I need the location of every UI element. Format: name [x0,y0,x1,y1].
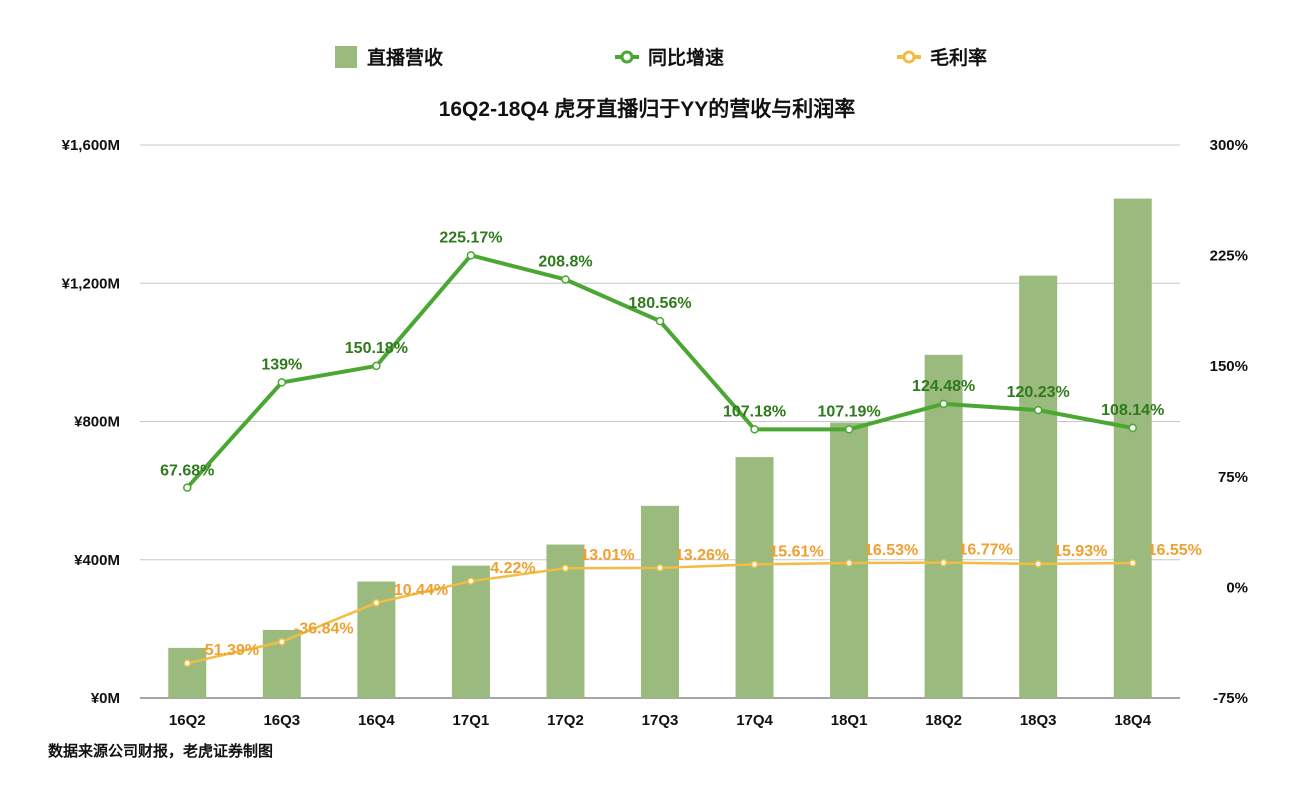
growth-point [561,275,570,284]
right-tick-label: 0% [1226,579,1248,596]
growth-data-label: 108.14% [1101,402,1164,419]
growth-data-label: 107.19% [818,403,881,420]
margin-point [278,637,286,646]
growth-point [183,483,192,492]
legend-label-growth: 同比增速 [648,46,724,69]
growth-point [939,399,948,409]
category-label: 18Q3 [1020,712,1057,729]
growth-point [372,361,381,371]
legend-margin-marker [902,50,916,64]
margin-data-label: 16.53% [864,542,918,559]
margin-point [656,564,664,572]
growth-data-label: 180.56% [628,295,691,312]
margin-point [561,564,570,572]
category-label: 17Q3 [642,712,679,729]
revenue-bar [1019,275,1058,698]
left-tick-label: ¥800M [74,414,120,431]
category-label: 17Q4 [736,712,773,729]
right-tick-label: 75% [1218,469,1248,486]
margin-data-label: 13.01% [580,547,634,564]
growth-point [655,316,665,326]
category-label: 17Q1 [453,712,490,729]
series-lines [183,251,1137,667]
margin-data-label: 15.93% [1053,543,1107,560]
margin-data-label: 15.61% [769,543,823,560]
margin-point [1128,559,1137,567]
growth-point [844,425,854,434]
left-tick-label: ¥1,600M [62,137,120,154]
category-label: 18Q2 [925,712,962,729]
category-labels: 16Q2 16Q3 16Q4 17Q1 17Q2 17Q3 17Q4 18Q1 18Q2 18Q3… [169,712,1152,729]
category-label: 16Q4 [358,712,395,729]
axis-ticks: ¥0M ¥400M ¥800M ¥1,200M ¥1,600M -75% 0% 75% 150%… [62,137,1248,707]
category-label: 16Q2 [169,712,206,729]
right-tick-label: 300% [1210,137,1248,154]
legend-label-margin: 毛利率 [930,46,987,69]
category-label: 18Q1 [831,712,868,729]
margin-data-label: -51.39% [199,642,259,659]
category-label: 17Q2 [547,712,584,729]
growth-data-label: 124.48% [912,378,975,395]
growth-point [750,425,759,434]
margin-data-label: -36.84% [294,621,354,638]
margin-point [183,659,192,667]
data-labels: 67.68% 139% 150.18% 225.17% 208.8% 180.56% 107… [160,229,1202,659]
growth-data-label: 139% [261,356,302,373]
margin-data-label: 16.77% [959,542,1013,559]
right-tick-label: -75% [1213,690,1248,707]
left-tick-label: ¥0M [91,690,120,707]
revenue-bar [641,505,679,698]
margin-point [845,559,853,567]
growth-data-label: 107.18% [723,403,786,420]
revenue-bar [168,647,207,698]
revenue-bar [451,565,490,698]
legend: 直播营收 同比增速 毛利率 [335,46,987,69]
legend-label-revenue: 直播营收 [367,46,443,69]
left-tick-label: ¥400M [74,552,120,569]
left-tick-label: ¥1,200M [62,275,120,292]
margin-point [372,599,381,607]
revenue-bar [924,354,963,698]
margin-point [467,577,475,585]
growth-point [1128,423,1137,433]
margin-point [939,558,948,567]
margin-point [750,560,759,569]
legend-bar-swatch [335,46,357,68]
source-note: 数据来源公司财报，老虎证券制图 [48,743,274,760]
growth-data-label: 120.23% [1007,384,1070,401]
margin-point [1034,560,1042,568]
category-label: 16Q3 [263,712,300,729]
category-label: 18Q4 [1114,712,1151,729]
right-tick-label: 225% [1210,248,1248,265]
growth-point [1033,405,1043,415]
margin-data-label: -10.44% [389,582,449,599]
revenue-bar [735,457,774,698]
margin-data-label: 16.55% [1148,542,1202,559]
growth-line [185,253,1134,489]
growth-point [277,378,287,387]
margin-data-label: 4.22% [490,560,535,577]
growth-data-label: 208.8% [538,253,592,270]
right-tick-label: 150% [1210,358,1248,375]
revenue-bars [168,198,1152,698]
growth-data-label: 67.68% [160,463,214,480]
chart-title: 16Q2-18Q4 虎牙直播归于YY的营收与利润率 [439,97,856,121]
growth-point [466,251,476,260]
legend-growth-marker [620,50,634,64]
growth-data-label: 150.18% [345,340,408,357]
margin-data-label: 13.26% [675,547,729,564]
growth-data-label: 225.17% [439,229,502,246]
revenue-bar [1113,198,1152,698]
